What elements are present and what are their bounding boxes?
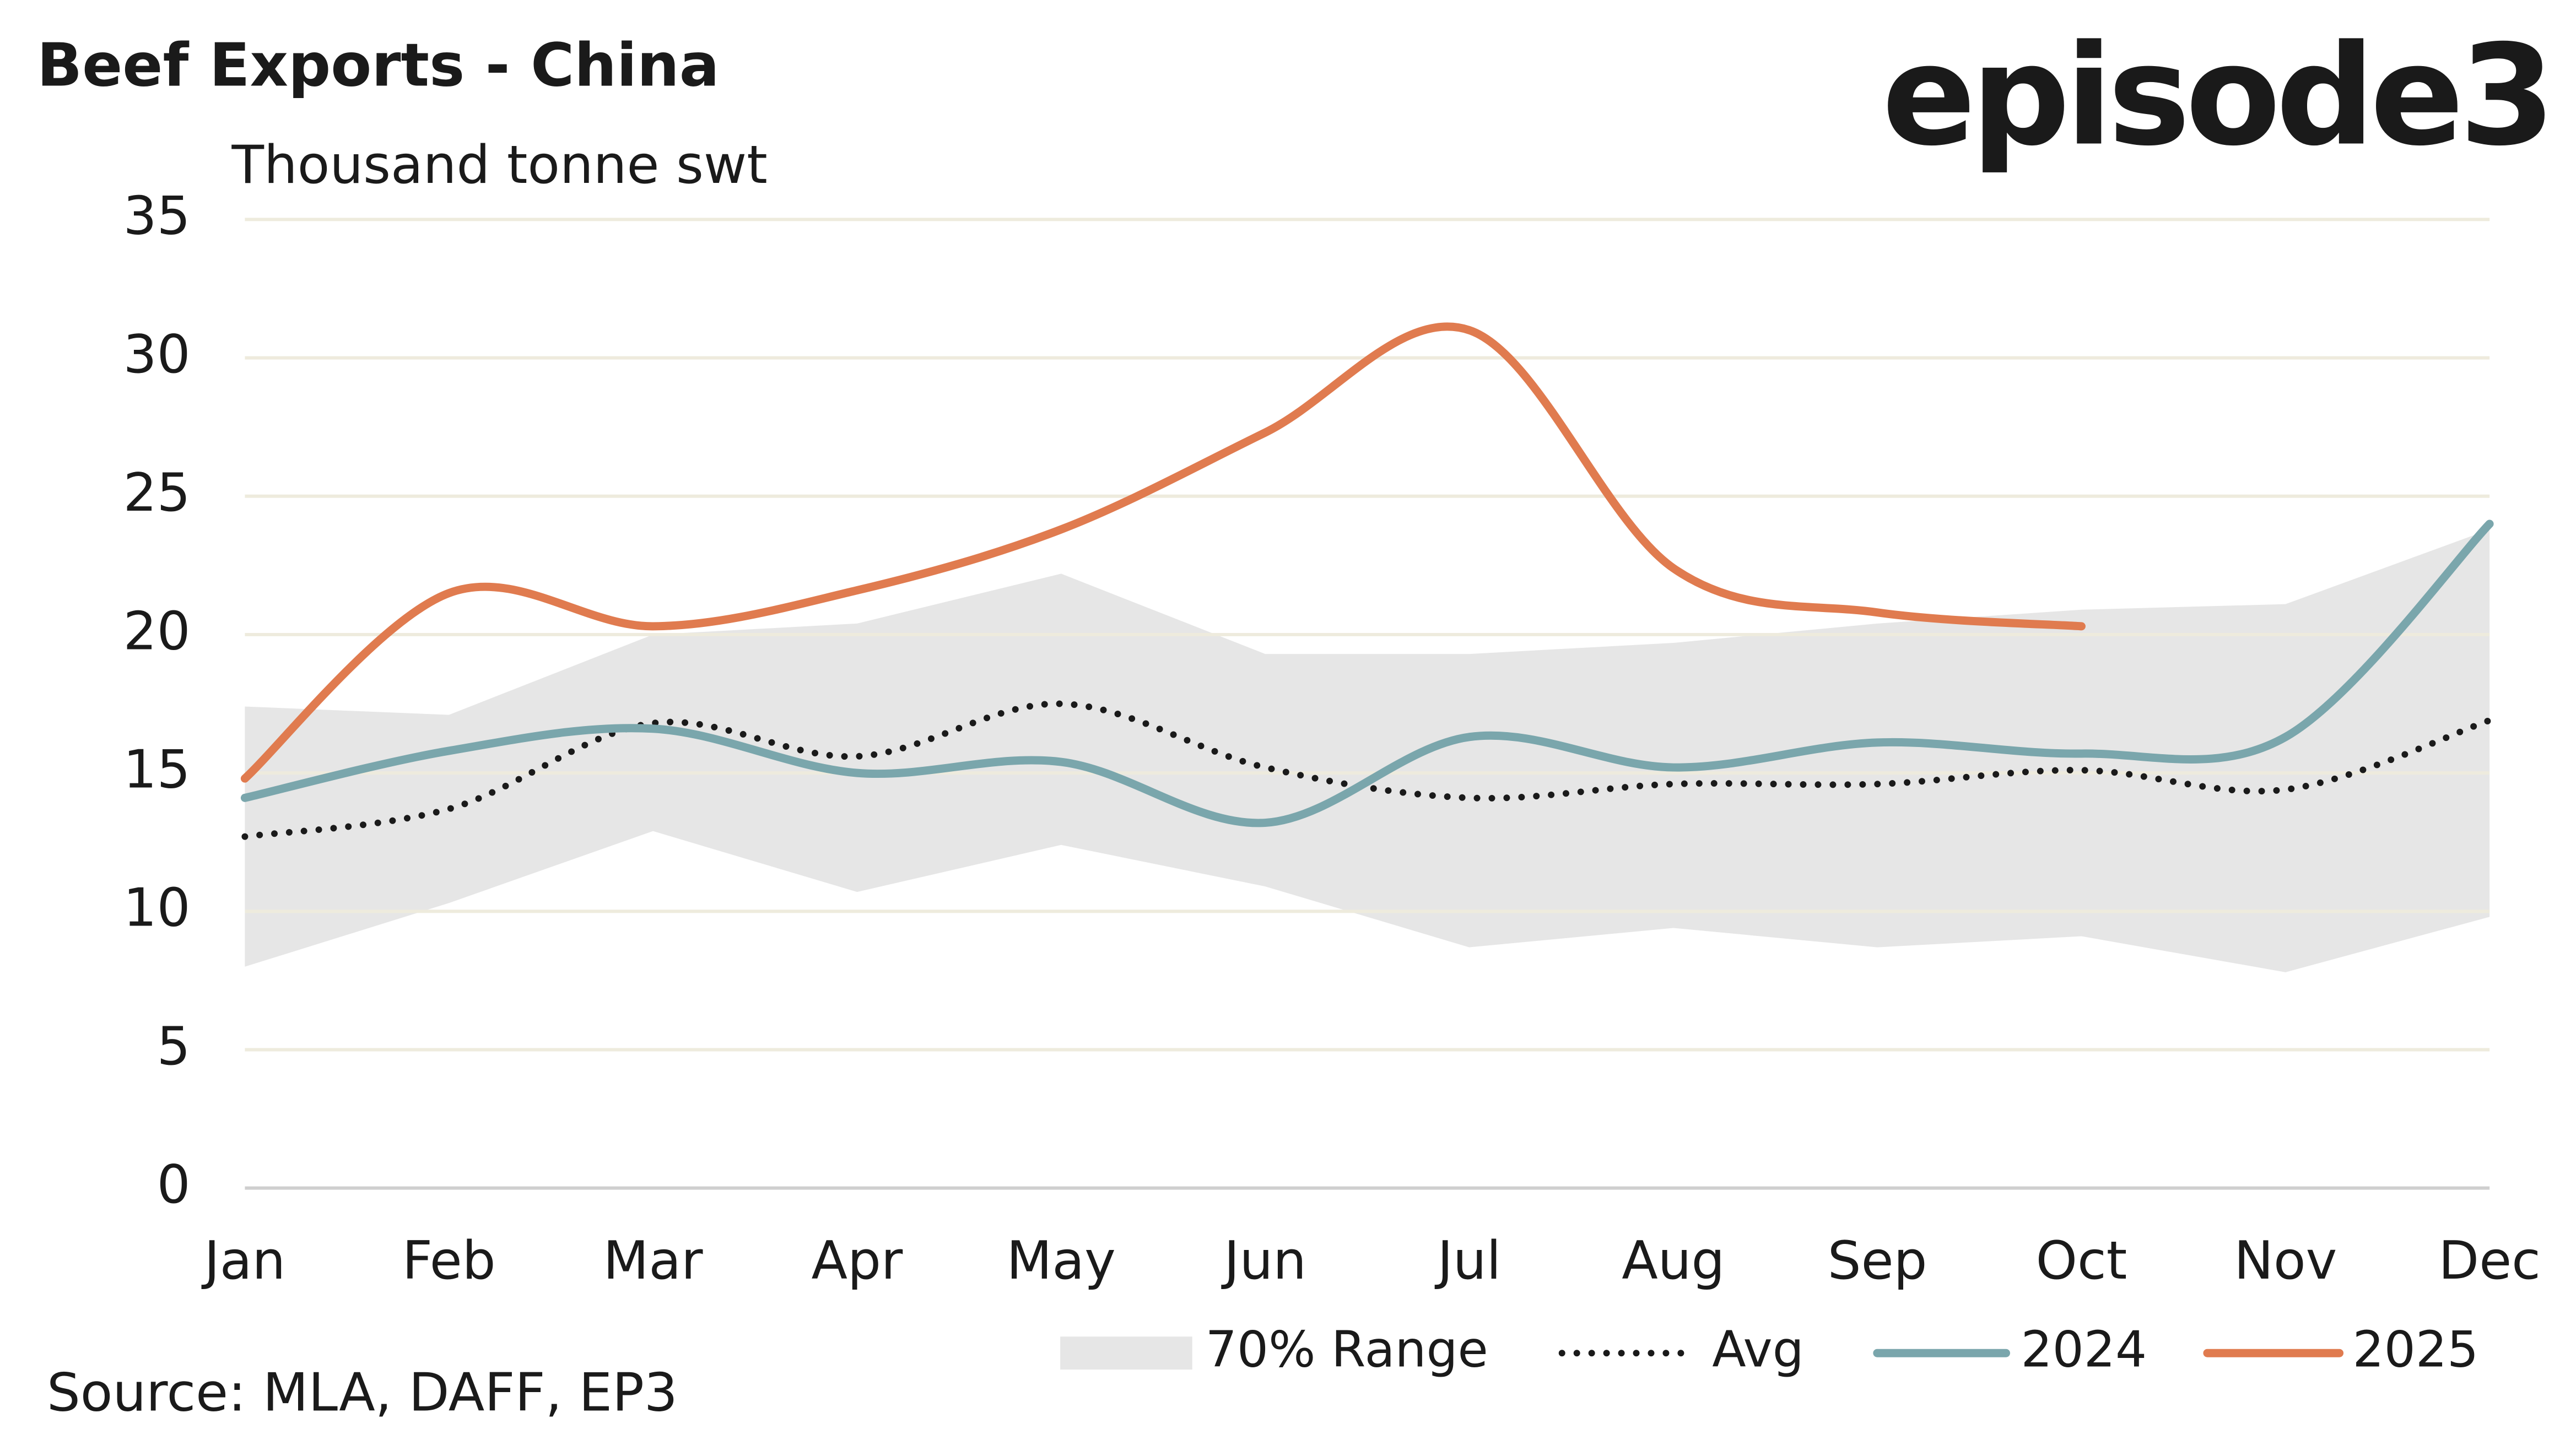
x-tick-label: Apr [812, 1230, 903, 1291]
y-tick-label: 35 [123, 185, 191, 247]
x-tick-label: Dec [2438, 1230, 2540, 1291]
range-area [245, 529, 2490, 972]
x-tick-label: Aug [1622, 1230, 1725, 1291]
legend-swatch [1060, 1336, 1192, 1370]
chart-title: Beef Exports - China [37, 31, 720, 100]
legend-label: Avg [1712, 1322, 1803, 1379]
x-tick-label: Jun [1221, 1230, 1306, 1291]
x-tick-label: Jan [202, 1230, 286, 1291]
logo: episode3 [1882, 15, 2551, 177]
line-2025 [240, 322, 2086, 783]
x-tick-label: Sep [1828, 1230, 1927, 1291]
y-tick-label: 10 [123, 877, 191, 939]
y-tick-label: 20 [123, 600, 191, 662]
y-tick-label: 25 [123, 462, 191, 523]
y-tick-label: 0 [157, 1154, 191, 1215]
x-tick-label: May [1007, 1230, 1116, 1291]
source: Source: MLA, DAFF, EP3 [47, 1361, 678, 1423]
x-tick-label: Feb [402, 1230, 496, 1291]
x-tick-label: Mar [603, 1230, 703, 1291]
legend-label: 2025 [2353, 1322, 2479, 1379]
y-tick-label: 15 [123, 738, 191, 800]
line-2024 [240, 519, 2494, 827]
x-tick-label: Oct [2036, 1230, 2127, 1291]
legend-label: 2024 [2021, 1322, 2147, 1379]
x-tick-label: Nov [2234, 1230, 2337, 1291]
y-tick-label: 5 [157, 1015, 191, 1077]
x-tick-label: Jul [1435, 1230, 1502, 1291]
y-axis-label: Thousand tonne swt [231, 134, 767, 196]
legend-label: 70% Range [1206, 1322, 1488, 1379]
y-tick-label: 30 [123, 323, 191, 385]
